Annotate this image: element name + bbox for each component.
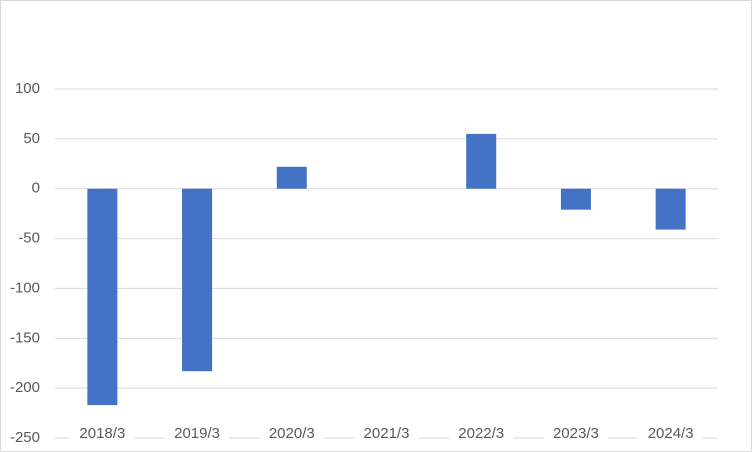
x-label-bg bbox=[638, 425, 703, 444]
x-label-bg bbox=[259, 425, 324, 444]
y-tick-label: 0 bbox=[32, 180, 40, 197]
bar bbox=[182, 188, 213, 372]
x-tick-label: 2022/3 bbox=[458, 425, 504, 442]
y-tick-label: 50 bbox=[23, 130, 40, 147]
bar bbox=[276, 166, 307, 189]
x-tick-label: 2024/3 bbox=[648, 425, 694, 442]
x-label-bg bbox=[70, 425, 135, 444]
y-tick-label: -100 bbox=[10, 279, 40, 296]
x-tick-label: 2021/3 bbox=[364, 425, 410, 442]
x-tick-label: 2019/3 bbox=[174, 425, 220, 442]
bar bbox=[87, 188, 118, 406]
x-label-bg bbox=[449, 425, 514, 444]
x-tick-label: 2020/3 bbox=[269, 425, 315, 442]
x-tick-label: 2023/3 bbox=[553, 425, 599, 442]
x-label-bg bbox=[165, 425, 230, 444]
y-tick-label: -200 bbox=[10, 379, 40, 396]
x-tick-label: 2018/3 bbox=[79, 425, 125, 442]
y-tick-label: -250 bbox=[10, 429, 40, 446]
bar bbox=[560, 188, 591, 210]
y-tick-label: 100 bbox=[15, 80, 40, 97]
x-label-bg bbox=[543, 425, 608, 444]
y-tick-label: -50 bbox=[18, 230, 40, 247]
x-label-bg bbox=[354, 425, 419, 444]
bar bbox=[466, 133, 497, 189]
y-tick-label: -150 bbox=[10, 329, 40, 346]
bar bbox=[655, 188, 686, 230]
